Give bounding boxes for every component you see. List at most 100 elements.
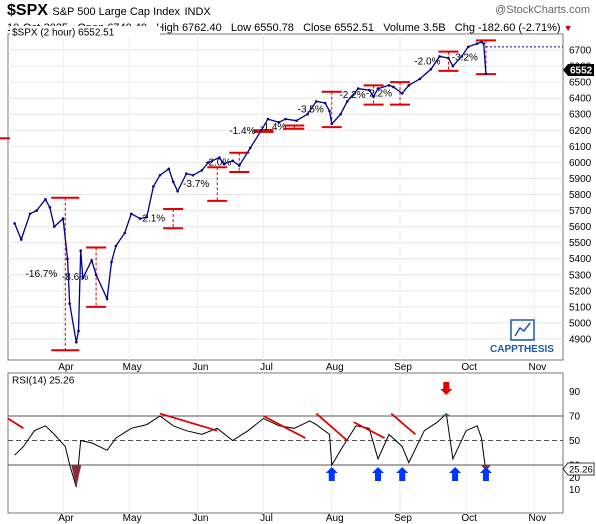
price-tick-label: 5500 (569, 238, 592, 249)
price-tick-label: 6200 (569, 126, 592, 137)
chg-value: -182.60 (-2.71%) (478, 22, 561, 34)
x-tick-label: Aug (326, 513, 344, 524)
price-point (138, 217, 142, 220)
price-point (438, 55, 441, 58)
price-point (145, 215, 149, 219)
price-tick-label: 5000 (569, 318, 592, 329)
exchange: INDX (184, 6, 211, 18)
rsi-tick-label: 50 (569, 436, 581, 447)
price-point (44, 198, 47, 201)
brand-logo-icon (510, 319, 535, 341)
price-point (158, 173, 162, 177)
drawdown-label: -8.6% (62, 272, 88, 283)
drawdown-label: -2.1% (139, 214, 165, 225)
brand-logo-chart-icon (514, 322, 531, 337)
rsi-last-tag: 25.26 (562, 462, 595, 476)
price-tick-label: 4900 (569, 335, 592, 346)
price-panel-border (7, 33, 564, 361)
rsi-trendlines (7, 412, 417, 442)
x-tick-label: Sep (394, 513, 412, 524)
x-tick-label: Oct (461, 513, 477, 524)
price-point (482, 42, 486, 45)
price-point (77, 329, 80, 333)
price-point (376, 87, 380, 90)
close-label: Close (303, 22, 332, 34)
price-point (68, 302, 71, 305)
price-point (248, 146, 252, 150)
price-point (306, 112, 309, 116)
low-label: Low (230, 22, 252, 34)
rsi-y-axis: 102030507090 (569, 387, 581, 496)
last-price-tag: 6552 (563, 64, 594, 77)
drawdown-label: -3.7% (183, 179, 209, 190)
index-name: S&P 500 Large Cap Index (52, 6, 180, 18)
price-point (429, 67, 433, 71)
price-point (13, 222, 16, 225)
x-tick-label: Apr (58, 362, 74, 373)
rsi-trendline (263, 415, 306, 439)
volume-label: Volume (383, 22, 420, 34)
drawdown-label: -2.0% (205, 157, 231, 168)
price-point (200, 169, 204, 172)
low-value: 6550.78 (254, 22, 294, 34)
price-point (418, 77, 422, 81)
x-tick-label: Sep (394, 362, 412, 373)
drawdown-label: -16.7% (26, 269, 58, 280)
rsi-legend: RSI(14) 25.26 (12, 376, 75, 387)
price-point (356, 87, 360, 90)
price-point (407, 84, 411, 87)
price-point (315, 100, 318, 103)
price-point (152, 185, 155, 188)
price-tick-label: 6100 (569, 142, 592, 153)
price-point (266, 117, 270, 121)
price-point (451, 64, 455, 68)
price-tick-label: 6700 (569, 46, 592, 57)
high-label: High (156, 22, 179, 34)
down-triangle-icon: ▼ (563, 23, 573, 33)
price-grid (8, 49, 563, 340)
brand-name: CAPPTHESIS (490, 344, 554, 355)
price-point (277, 120, 281, 124)
up-arrow-icon (479, 467, 492, 481)
price-tick-label: 5700 (569, 206, 592, 217)
price-point (387, 84, 391, 87)
price-tick-label: 6500 (569, 78, 592, 89)
price-tick-label: 6300 (569, 110, 592, 121)
price-point (185, 172, 188, 175)
price-point (35, 209, 38, 212)
price-point (372, 95, 375, 98)
price-point (330, 122, 334, 126)
price-point (345, 100, 349, 103)
x-tick-label: Jul (260, 362, 273, 373)
price-point (110, 260, 113, 264)
price-tick-label: 6000 (569, 158, 592, 169)
price-point (123, 231, 127, 235)
chart-title: $SPX S&P 500 Large Cap Index INDX (7, 2, 211, 20)
price-point (74, 340, 78, 344)
price-point (66, 257, 69, 261)
price-point (48, 206, 52, 209)
drawdown-label: -1.4% (260, 122, 286, 133)
price-point (130, 212, 133, 216)
close-value: 6552.51 (334, 22, 375, 34)
rsi-trendline (315, 412, 348, 442)
rsi-tick-label: 90 (569, 387, 581, 398)
x-tick-label: Jun (192, 513, 208, 524)
up-arrow-icon (325, 467, 338, 481)
price-point (81, 276, 85, 280)
price-point (191, 173, 195, 177)
price-point (237, 164, 241, 167)
drawdown-annotations: -16.7% -8.6%-2.1%-3.7%-2.0%-1.4% -1.4%-3.5… (26, 39, 496, 352)
price-point (475, 42, 479, 45)
price-point (114, 244, 118, 248)
price-tick-label: 5900 (569, 174, 592, 185)
up-arrow-icon (396, 467, 409, 481)
last-price-tag-text: 6552 (570, 66, 593, 77)
price-tick-label: 5800 (569, 190, 592, 201)
x-tick-label: Aug (326, 362, 344, 373)
price-point (328, 109, 331, 113)
rsi-tick-label: 10 (569, 485, 581, 496)
price-point (295, 119, 298, 122)
drawdown-label: -2.0% (414, 56, 440, 67)
